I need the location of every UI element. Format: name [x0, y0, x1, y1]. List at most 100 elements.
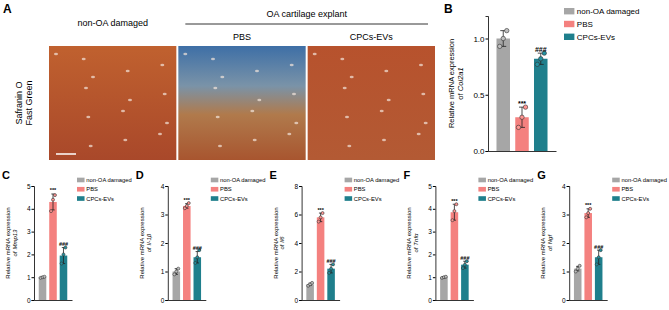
cell: [158, 133, 162, 136]
y-tick-mark: [299, 215, 302, 216]
y-tick-mark: [299, 243, 302, 244]
data-point: [501, 36, 505, 40]
x-axis-line: [168, 300, 206, 301]
significance-label: ***: [585, 202, 592, 208]
y-axis-title: Relative mRNA expressionofCol2a1: [447, 39, 465, 128]
y-tick-mark: [32, 300, 35, 301]
legend: non-OA damagedPBSCPCs-EVs: [612, 177, 667, 202]
x-axis: [302, 300, 340, 302]
y-tick: 2: [294, 268, 301, 275]
data-point: [173, 273, 176, 276]
y-tick-label: 1: [161, 268, 165, 275]
gene-name: Tnfα: [413, 233, 419, 246]
y-tick-mark: [165, 300, 168, 301]
bar: [39, 277, 47, 300]
y-tick-mark: [567, 243, 570, 244]
y-axis-line: [486, 17, 489, 152]
y-axis-title-line: Relative mRNA expression: [273, 207, 279, 278]
y-axis-title: Relative mRNA expressionofIl-1β: [139, 207, 152, 278]
data-point: [578, 264, 581, 267]
error-bar: [62, 248, 65, 264]
cell: [126, 70, 130, 73]
bar: [49, 202, 57, 300]
data-point: [535, 62, 539, 66]
y-tick-mark: [567, 215, 570, 216]
cell: [419, 64, 423, 67]
y-axis: 0.00.51.0: [473, 17, 488, 157]
y-tick-label: 0.5: [473, 91, 485, 100]
data-point: [539, 57, 543, 61]
y-tick: 1: [27, 274, 34, 281]
gene-name: Ngf: [547, 234, 553, 245]
legend-label: CPCs-EVs: [621, 196, 649, 202]
cell: [380, 110, 384, 113]
plot-marks: [496, 28, 547, 151]
legend-label: non-OA damaged: [220, 177, 265, 183]
data-point: [330, 267, 333, 270]
bar: [496, 39, 510, 152]
legend-swatch: [211, 196, 219, 201]
bar: [327, 269, 335, 300]
data-point: [53, 194, 56, 197]
y-axis-line: [299, 187, 302, 301]
x-axis-line: [35, 300, 73, 301]
y-axis-title: Relative mRNA expressionofIl6: [273, 207, 286, 278]
legend-swatch: [478, 187, 486, 192]
legend-label: non-OA damaged: [621, 177, 666, 183]
y-tick-mark: [165, 272, 168, 273]
y-tick-mark: [32, 277, 35, 278]
bar: [584, 213, 592, 300]
cell: [257, 99, 261, 102]
panel-a: Anon-OA damagedPBSCPCs-EVsOA cartilage e…: [3, 2, 435, 160]
y-tick-label: 6: [294, 211, 298, 218]
legend-swatch: [345, 178, 353, 183]
error-bar: [453, 204, 456, 220]
y-tick-label: 3: [428, 228, 432, 235]
x-axis: [489, 151, 557, 153]
y-tick-label: 0: [428, 297, 432, 304]
y-tick: 4: [161, 183, 168, 190]
cell: [255, 70, 259, 73]
y-axis-title-line: of: [280, 244, 286, 249]
column-label: non-OA damaged: [77, 18, 148, 28]
bar: [451, 212, 459, 300]
y-axis-line: [165, 187, 168, 301]
significance-label: ***: [50, 187, 57, 193]
y-tick-mark: [486, 151, 489, 152]
cell: [86, 116, 90, 119]
group-line: [185, 24, 428, 25]
cell: [211, 58, 215, 61]
legend-swatch: [564, 8, 574, 14]
y-tick-label: 4: [428, 205, 432, 212]
data-point: [461, 267, 464, 270]
y-tick: 1.0: [473, 35, 488, 44]
y-axis-line: [32, 187, 35, 301]
y-axis: 02468: [294, 183, 302, 304]
y-tick-mark: [567, 272, 570, 273]
cell: [343, 87, 347, 90]
y-tick-mark: [433, 209, 436, 210]
panel-letter: F: [403, 169, 410, 181]
data-point: [52, 198, 55, 201]
cell: [183, 53, 187, 56]
y-axis-title-line: Relative mRNA expression: [406, 207, 412, 278]
x-axis: [35, 300, 73, 302]
legend-swatch: [612, 196, 620, 201]
y-tick: 2: [428, 251, 435, 258]
chart-panel: C***###012345Relative mRNA expressionofM…: [2, 169, 132, 304]
data-point: [453, 210, 456, 213]
y-tick: 3: [562, 211, 569, 218]
data-point: [444, 275, 447, 278]
data-point: [319, 216, 322, 219]
x-axis-line: [489, 151, 557, 152]
data-point: [194, 261, 197, 264]
y-tick: 2: [161, 240, 168, 247]
chart-panel: D***###01234Relative mRNA expressionofIl…: [136, 169, 266, 304]
bar: [574, 269, 582, 300]
cell: [350, 76, 354, 79]
panel-letter: A: [3, 2, 12, 16]
y-tick-mark: [433, 300, 436, 301]
y-tick-mark: [32, 254, 35, 255]
data-point: [463, 263, 466, 266]
data-point: [50, 210, 53, 213]
